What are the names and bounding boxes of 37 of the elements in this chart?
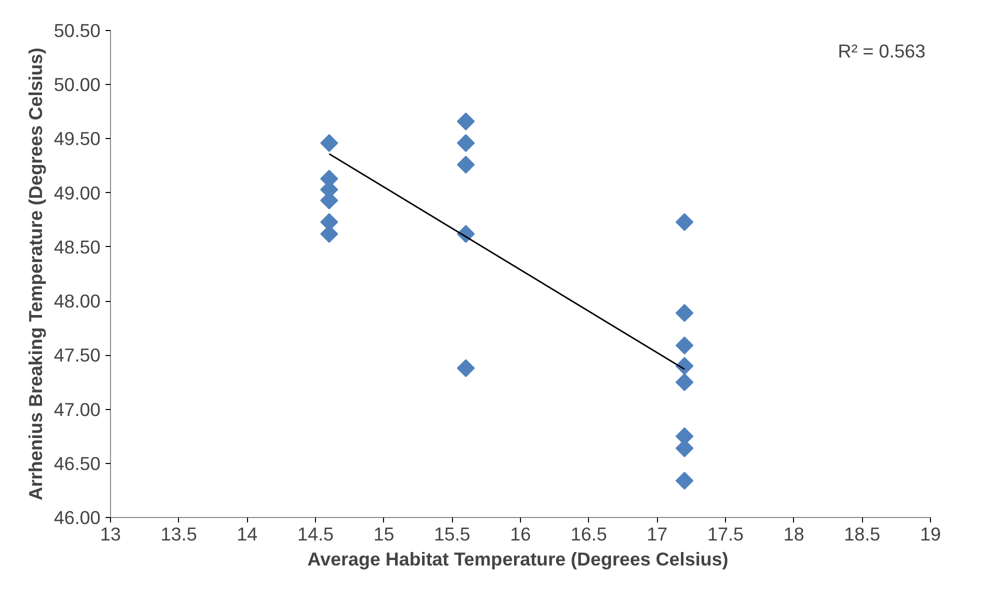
x-tick-label: 19	[920, 524, 941, 544]
y-tick-label: 49.00	[54, 182, 100, 204]
y-tick-label: 46.50	[54, 452, 100, 474]
y-axis-title: Arrhenius Breaking Temperature (Degrees Celsius)	[24, 48, 46, 500]
y-tick-label: 46.00	[54, 507, 100, 528]
x-tick-label: 16	[510, 524, 531, 544]
y-tick-label: 48.50	[54, 236, 100, 258]
x-tick-label: 17.5	[707, 524, 744, 544]
x-tick-label: 17	[646, 524, 668, 544]
x-tick-label: 14	[236, 524, 258, 544]
x-tick-label: 18	[783, 524, 804, 544]
annotation: R² = 0.563	[838, 40, 926, 62]
point	[676, 336, 694, 354]
x-axis-title: Average Habitat Temperature (Degrees Celsius)	[307, 548, 728, 570]
point	[676, 472, 694, 490]
y-tick-label: 50.00	[54, 74, 100, 96]
y-tick-label: 47.50	[54, 344, 100, 366]
x-tick-label: 16.5	[570, 524, 607, 544]
point	[456, 134, 475, 152]
x-tick-label: 13	[100, 524, 121, 544]
point	[676, 304, 694, 322]
x-tick-label: 15	[373, 524, 394, 544]
y-tick-label: 47.00	[54, 398, 100, 420]
y-tick-label: 49.50	[54, 128, 100, 150]
x-tick-label: 18.5	[844, 524, 880, 544]
point	[320, 134, 338, 152]
point	[676, 213, 694, 232]
x-tick-label: 13.5	[160, 524, 197, 544]
x-tick-label: 15.5	[434, 524, 470, 544]
point	[456, 359, 475, 378]
point	[676, 373, 694, 392]
y-tick-label: 48.00	[54, 290, 100, 312]
point	[676, 357, 694, 375]
y-tick-label: 50.50	[54, 20, 100, 41]
x-tick-label: 14.5	[297, 524, 334, 544]
point	[456, 112, 475, 130]
point	[456, 156, 475, 174]
